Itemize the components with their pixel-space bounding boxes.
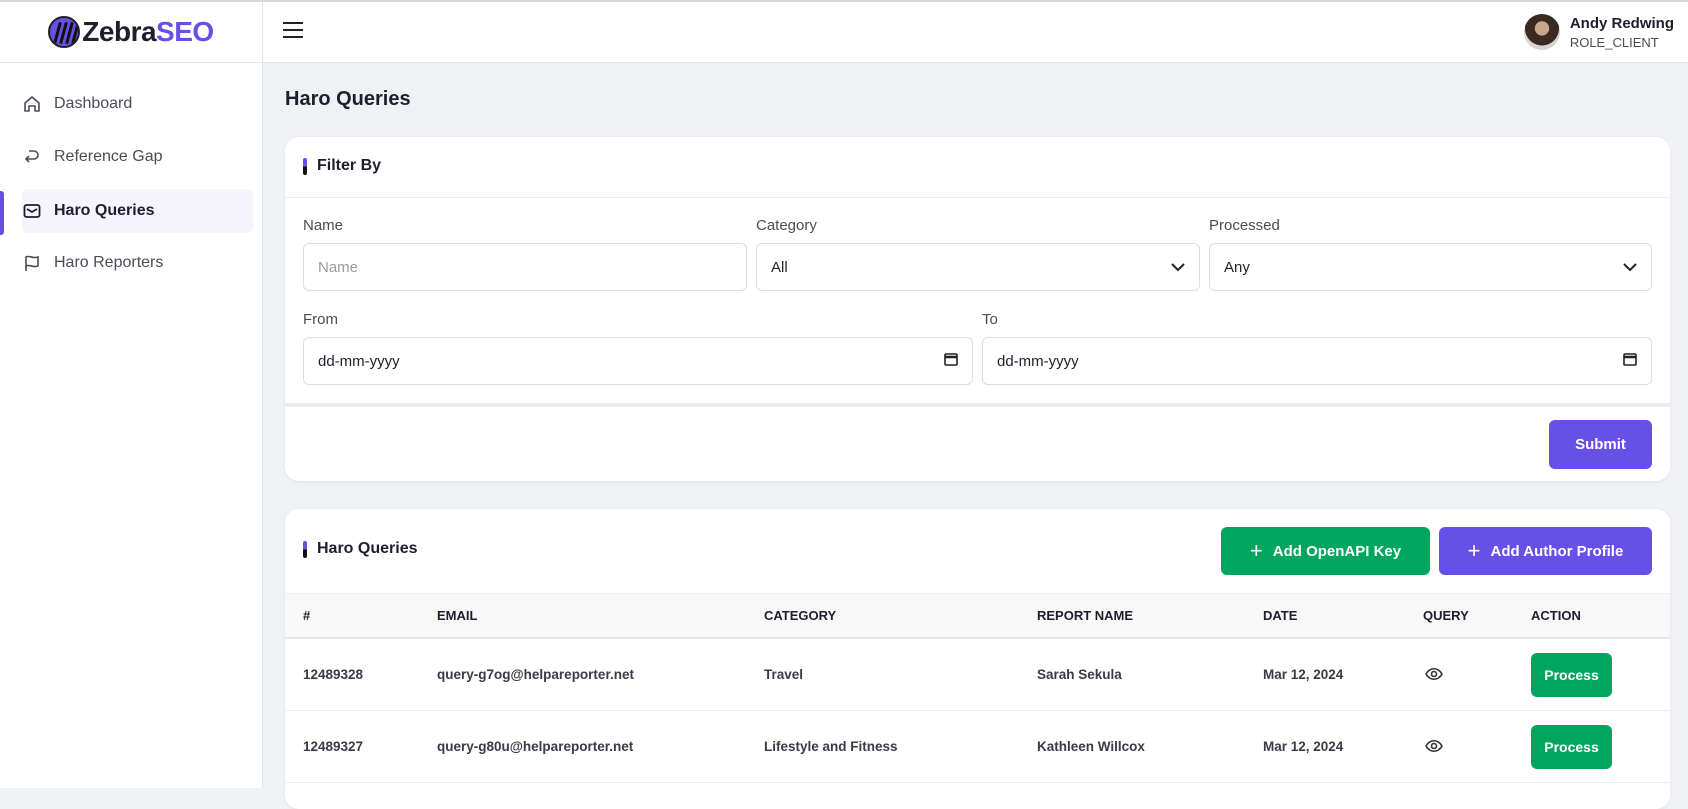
- query-reporter: Sarah Sekula: [1037, 667, 1122, 682]
- sidebar-item-label: Haro Reporters: [54, 254, 164, 271]
- logo[interactable]: ZebraSEO: [0, 2, 262, 63]
- divider: [285, 197, 1670, 198]
- table-header-row: # EMAIL CATEGORY REPORT NAME DATE QUERY …: [285, 593, 1670, 639]
- table-row: 12489328 query-g7og@helpareporter.net Tr…: [285, 639, 1670, 711]
- processed-label: Processed: [1209, 217, 1280, 234]
- to-label: To: [982, 311, 998, 328]
- name-label: Name: [303, 217, 344, 234]
- name-input[interactable]: Name: [303, 243, 747, 291]
- eye-icon[interactable]: [1425, 667, 1443, 686]
- plus-icon: +: [1249, 538, 1263, 563]
- top-header: Andy Redwing ROLE_CLIENT: [263, 2, 1688, 63]
- avatar: [1523, 14, 1560, 50]
- chevron-down-icon: [1171, 259, 1185, 276]
- query-email: query-g7og@helpareporter.net: [437, 667, 634, 682]
- query-category: Lifestyle and Fitness: [764, 739, 898, 754]
- from-date-input[interactable]: dd-mm-yyyy: [303, 337, 973, 385]
- table-card-title: Haro Queries: [303, 540, 417, 558]
- query-category: Travel: [764, 667, 804, 682]
- sidebar-item-haro-reporters[interactable]: Haro Reporters: [22, 241, 253, 285]
- user-role: ROLE_CLIENT: [1569, 34, 1659, 50]
- column-header: ACTION: [1531, 608, 1581, 623]
- flag-icon: [22, 253, 42, 273]
- filter-card: Filter By Name Name Category All Process…: [285, 137, 1670, 481]
- category-label: Category: [756, 217, 817, 234]
- column-header: DATE: [1263, 608, 1298, 623]
- sidebar: ZebraSEO Dashboard Reference Gap Haro Qu…: [0, 2, 263, 788]
- zebra-logo-icon: [48, 16, 81, 48]
- filter-card-title: Filter By: [303, 157, 381, 175]
- title-marker: [303, 540, 307, 558]
- submit-button[interactable]: Submit: [1549, 420, 1652, 469]
- to-date-input[interactable]: dd-mm-yyyy: [982, 337, 1652, 385]
- column-header: REPORT NAME: [1037, 608, 1134, 623]
- add-author-profile-button[interactable]: + Add Author Profile: [1439, 527, 1652, 575]
- sidebar-item-reference-gap[interactable]: Reference Gap: [22, 135, 253, 179]
- window-top-border: [0, 0, 1688, 2]
- haro-queries-card: Haro Queries + Add OpenAPI Key + Add Autho…: [285, 509, 1670, 809]
- title-marker: [303, 157, 307, 175]
- sidebar-item-label: Reference Gap: [54, 148, 163, 165]
- column-header: #: [303, 608, 311, 623]
- divider: [285, 403, 1670, 407]
- menu-toggle-icon[interactable]: [283, 22, 303, 38]
- column-header: CATEGORY: [764, 608, 837, 623]
- calendar-icon[interactable]: [1623, 352, 1637, 370]
- column-header: EMAIL: [437, 608, 478, 623]
- chevron-down-icon: [1623, 259, 1637, 276]
- user-menu[interactable]: Andy Redwing ROLE_CLIENT: [1523, 14, 1674, 50]
- query-reporter: Kathleen Willcox: [1037, 739, 1145, 754]
- category-select[interactable]: All: [756, 243, 1200, 291]
- from-label: From: [303, 311, 338, 328]
- active-indicator: [0, 191, 4, 235]
- query-id: 12489327: [303, 739, 364, 754]
- eye-icon[interactable]: [1425, 739, 1443, 758]
- add-openapi-key-button[interactable]: + Add OpenAPI Key: [1221, 527, 1430, 575]
- query-email: query-g80u@helpareporter.net: [437, 739, 634, 754]
- sidebar-item-haro-queries[interactable]: Haro Queries: [22, 189, 253, 233]
- plus-icon: +: [1467, 538, 1481, 563]
- sidebar-item-label: Haro Queries: [54, 202, 155, 219]
- mail-icon: [22, 201, 42, 221]
- home-icon: [22, 94, 42, 114]
- user-name: Andy Redwing: [1569, 14, 1674, 32]
- column-header: QUERY: [1423, 608, 1469, 623]
- table-row: 12489327 query-g80u@helpareporter.net Li…: [285, 711, 1670, 783]
- query-id: 12489328: [303, 667, 364, 682]
- process-button[interactable]: Process: [1531, 653, 1612, 697]
- sidebar-item-dashboard[interactable]: Dashboard: [22, 82, 253, 126]
- sidebar-item-label: Dashboard: [54, 95, 133, 112]
- logo-text: ZebraSEO: [82, 16, 214, 47]
- query-date: Mar 12, 2024: [1263, 739, 1344, 754]
- calendar-icon[interactable]: [944, 352, 958, 370]
- process-button[interactable]: Process: [1531, 725, 1612, 769]
- page-title: Haro Queries: [285, 88, 411, 110]
- processed-select[interactable]: Any: [1209, 243, 1652, 291]
- return-arrow-icon: [22, 147, 42, 167]
- query-date: Mar 12, 2024: [1263, 667, 1344, 682]
